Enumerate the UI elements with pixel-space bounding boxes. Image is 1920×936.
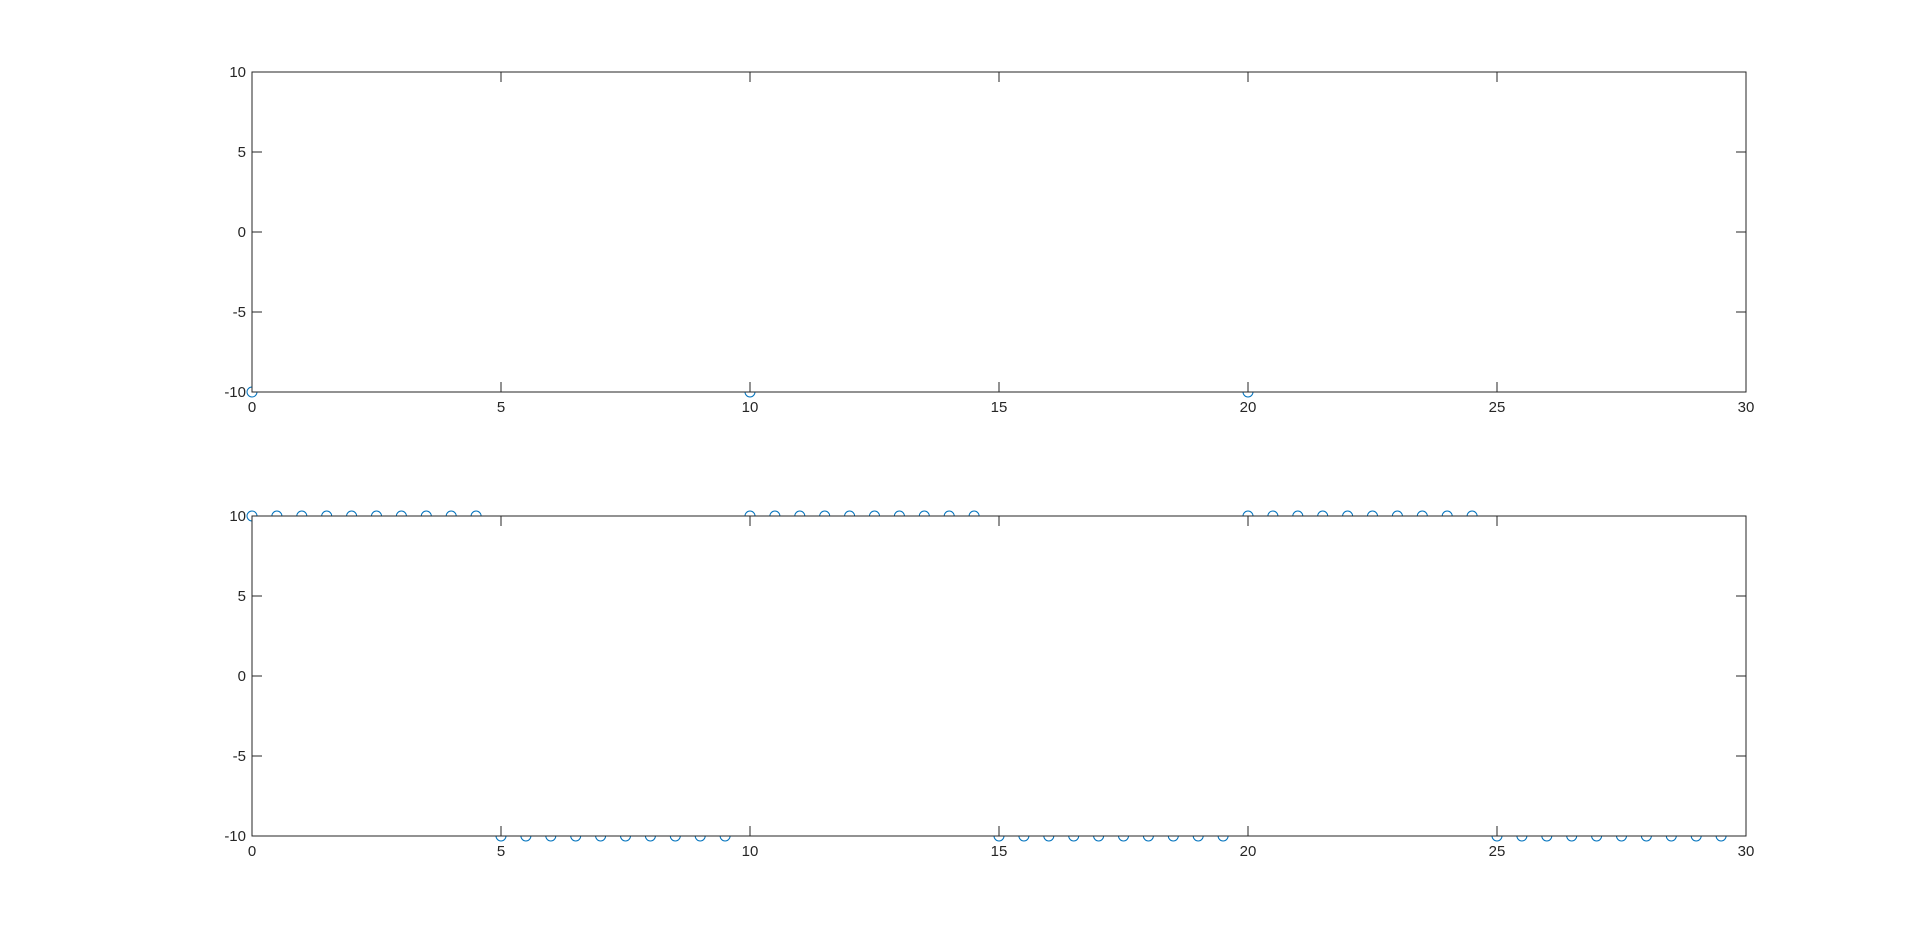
x-tick-label: 25 <box>1489 843 1506 860</box>
y-tick-label: -10 <box>224 384 246 401</box>
x-tick-label: 20 <box>1240 843 1257 860</box>
x-tick-label: 30 <box>1738 399 1755 416</box>
sawtooth-axes: 0 5 10 15 20 25 30 -10 -5 0 5 10 <box>224 64 1754 416</box>
x-tick-label: 15 <box>991 399 1008 416</box>
y-tick-label: 10 <box>229 64 246 81</box>
x-tick-label: 5 <box>497 399 505 416</box>
y-tick-label: 0 <box>238 224 246 241</box>
x-tick-label: 5 <box>497 843 505 860</box>
x-tick-label: 20 <box>1240 399 1257 416</box>
x-tick-label: 0 <box>248 399 256 416</box>
y-tick-label: 0 <box>238 668 246 685</box>
square-axes: 0 5 10 15 20 25 30 -10 -5 0 5 10 <box>224 508 1754 860</box>
axes-box <box>251 71 1747 393</box>
y-tick-label: -5 <box>233 748 246 765</box>
x-tick-label: 25 <box>1489 399 1506 416</box>
y-tick-label: -10 <box>224 828 246 845</box>
axes-box <box>251 515 1747 837</box>
x-tick-label: 10 <box>742 399 759 416</box>
y-tick-label: -5 <box>233 304 246 321</box>
y-tick-label: 5 <box>238 144 246 161</box>
x-tick-label: 30 <box>1738 843 1755 860</box>
x-tick-label: 15 <box>991 843 1008 860</box>
x-tick-label: 0 <box>248 843 256 860</box>
y-tick-label: 10 <box>229 508 246 525</box>
y-tick-label: 5 <box>238 588 246 605</box>
x-tick-label: 10 <box>742 843 759 860</box>
